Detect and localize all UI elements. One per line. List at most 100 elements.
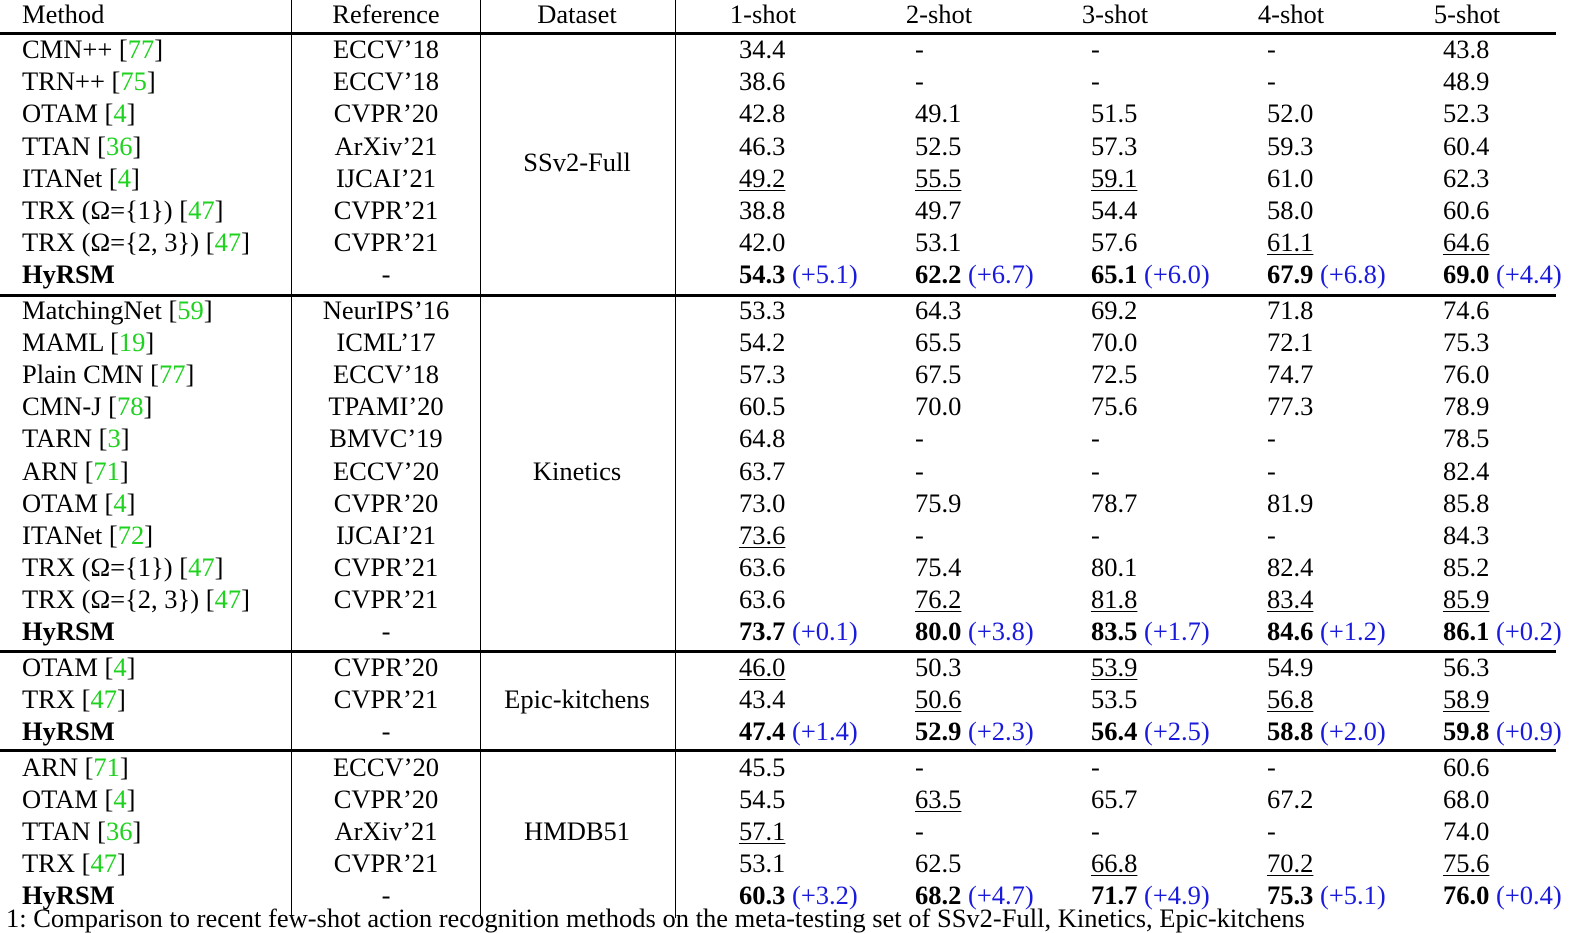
shot-value-cell: 85.8 <box>1443 488 1489 518</box>
shot-value: 65.1 <box>1091 259 1138 290</box>
citation-link[interactable]: 4 <box>117 162 131 193</box>
table-row-method: TTAN [36] <box>22 130 142 161</box>
reference-cell: - <box>381 616 391 646</box>
citation-link[interactable]: 4 <box>113 652 127 682</box>
shot-value-cell: - <box>915 423 924 453</box>
shot-value: 52.9 <box>915 716 962 746</box>
shot-value: 74.6 <box>1443 295 1490 325</box>
citation-link[interactable]: 72 <box>117 519 145 550</box>
reference-cell: ECCV’18 <box>333 359 439 390</box>
shot-value: - <box>1091 34 1100 64</box>
shot-value-cell: 45.5 <box>739 752 785 782</box>
reference-cell: ArXiv’21 <box>334 816 438 846</box>
citation-link[interactable]: 4 <box>113 98 127 129</box>
table-row-method: TRX (Ω={2, 3}) [47] <box>22 227 250 258</box>
citation-link[interactable]: 77 <box>127 34 155 64</box>
method-name: TRX (Ω={2, 3}) <box>22 583 200 614</box>
shot-value: - <box>915 519 924 550</box>
citation-link[interactable]: 47 <box>214 583 242 614</box>
shot-value-cell: 75.6 <box>1091 391 1137 421</box>
reference-cell: CVPR’20 <box>333 652 439 682</box>
shot-value-cell: 42.8 <box>739 98 785 128</box>
citation-link[interactable]: 47 <box>188 195 215 225</box>
citation-link[interactable]: 4 <box>113 487 127 518</box>
method-name: MAML <box>22 327 104 358</box>
shot-value-cell: 78.5 <box>1443 423 1489 453</box>
shot-value-cell: 62.3 <box>1443 163 1489 193</box>
shot-value: 85.2 <box>1443 551 1490 582</box>
shot-value: 64.3 <box>915 295 962 325</box>
improvement-value: (+1.4) <box>792 716 858 746</box>
reference-cell: - <box>381 259 391 290</box>
citation-link[interactable]: 78 <box>116 391 144 422</box>
shot-value-cell: 70.0 <box>1091 327 1137 357</box>
shot-value: 70.0 <box>915 391 962 422</box>
shot-value-cell: 54.9 <box>1267 652 1313 682</box>
shot-value-cell: 52.5 <box>915 131 961 161</box>
shot-value: 84.3 <box>1443 519 1490 550</box>
shot-value-cell: - <box>915 752 924 782</box>
shot-value: - <box>915 455 924 486</box>
shot-value: 57.3 <box>1091 130 1138 161</box>
citation-link[interactable]: 3 <box>107 423 121 454</box>
shot-value: 85.9 <box>1443 583 1490 614</box>
shot-value: - <box>1091 519 1100 550</box>
citation-link[interactable]: 71 <box>93 752 120 782</box>
header-rule <box>0 32 1556 35</box>
shot-value: 73.7 <box>739 616 786 646</box>
citation-link[interactable]: 47 <box>90 848 117 878</box>
improvement-value: (+2.5) <box>1144 716 1210 746</box>
shot-value-cell: - <box>915 816 924 846</box>
shot-value-cell: 73.6 <box>739 520 785 550</box>
citation-link[interactable]: 77 <box>158 359 186 390</box>
shot-value-cell: - <box>915 66 924 96</box>
shot-value: 69.0 <box>1443 259 1490 290</box>
citation-link[interactable]: 36 <box>105 130 133 161</box>
shot-value: 64.8 <box>739 423 786 454</box>
reference-cell: CVPR’21 <box>333 848 439 878</box>
dataset-label: Epic-kitchens <box>504 684 650 714</box>
shot-value: - <box>1091 455 1100 486</box>
citation-link[interactable]: 47 <box>188 551 215 582</box>
column-header: Reference <box>332 0 440 29</box>
citation-link[interactable]: 36 <box>105 816 133 846</box>
shot-value: 65.5 <box>915 327 962 358</box>
shot-value: 81.8 <box>1091 583 1138 614</box>
shot-value: 63.7 <box>739 455 786 486</box>
citation-link[interactable]: 59 <box>177 295 204 325</box>
table-row-method: TARN [3] <box>22 423 130 454</box>
citation-link[interactable]: 4 <box>113 784 127 814</box>
shot-value: 76.0 <box>1443 880 1490 910</box>
reference-cell: - <box>381 880 391 910</box>
shot-value-cell: 81.8 <box>1091 584 1137 614</box>
method-name: TRX (Ω={1}) <box>22 195 173 225</box>
shot-value-cell: 52.3 <box>1443 98 1489 128</box>
citation-link[interactable]: 71 <box>93 455 120 486</box>
shot-value-cell: 72.1 <box>1267 327 1313 357</box>
shot-value: 46.3 <box>739 130 786 161</box>
shot-value: 49.7 <box>915 195 962 225</box>
shot-value-cell: - <box>1267 816 1276 846</box>
citation-link[interactable]: 47 <box>214 227 242 258</box>
shot-value-cell: - <box>915 456 924 486</box>
shot-value-cell: 59.1 <box>1091 163 1137 193</box>
reference-cell: ECCV’18 <box>333 34 439 64</box>
shot-value: 52.0 <box>1267 98 1314 129</box>
table-row-method: HyRSM <box>22 716 115 746</box>
column-header: Dataset <box>537 0 617 29</box>
table-row-method: OTAM [4] <box>22 98 136 129</box>
shot-value-cell: 46.0 <box>739 652 785 682</box>
shot-value-cell: 54.3 (+5.1) <box>739 259 858 289</box>
citation-link[interactable]: 75 <box>120 66 147 97</box>
shot-value: 54.9 <box>1267 652 1314 682</box>
column-header: 5-shot <box>1433 0 1501 29</box>
table-row-method: OTAM [4] <box>22 487 136 518</box>
shot-value: 43.8 <box>1443 34 1490 64</box>
reference-cell: CVPR’21 <box>333 227 439 258</box>
shot-value: 62.5 <box>915 848 962 878</box>
shot-value: 75.6 <box>1091 391 1138 422</box>
section-rule <box>0 749 1556 752</box>
citation-link[interactable]: 19 <box>118 327 146 358</box>
shot-value: 38.6 <box>739 66 786 97</box>
citation-link[interactable]: 47 <box>90 684 117 714</box>
